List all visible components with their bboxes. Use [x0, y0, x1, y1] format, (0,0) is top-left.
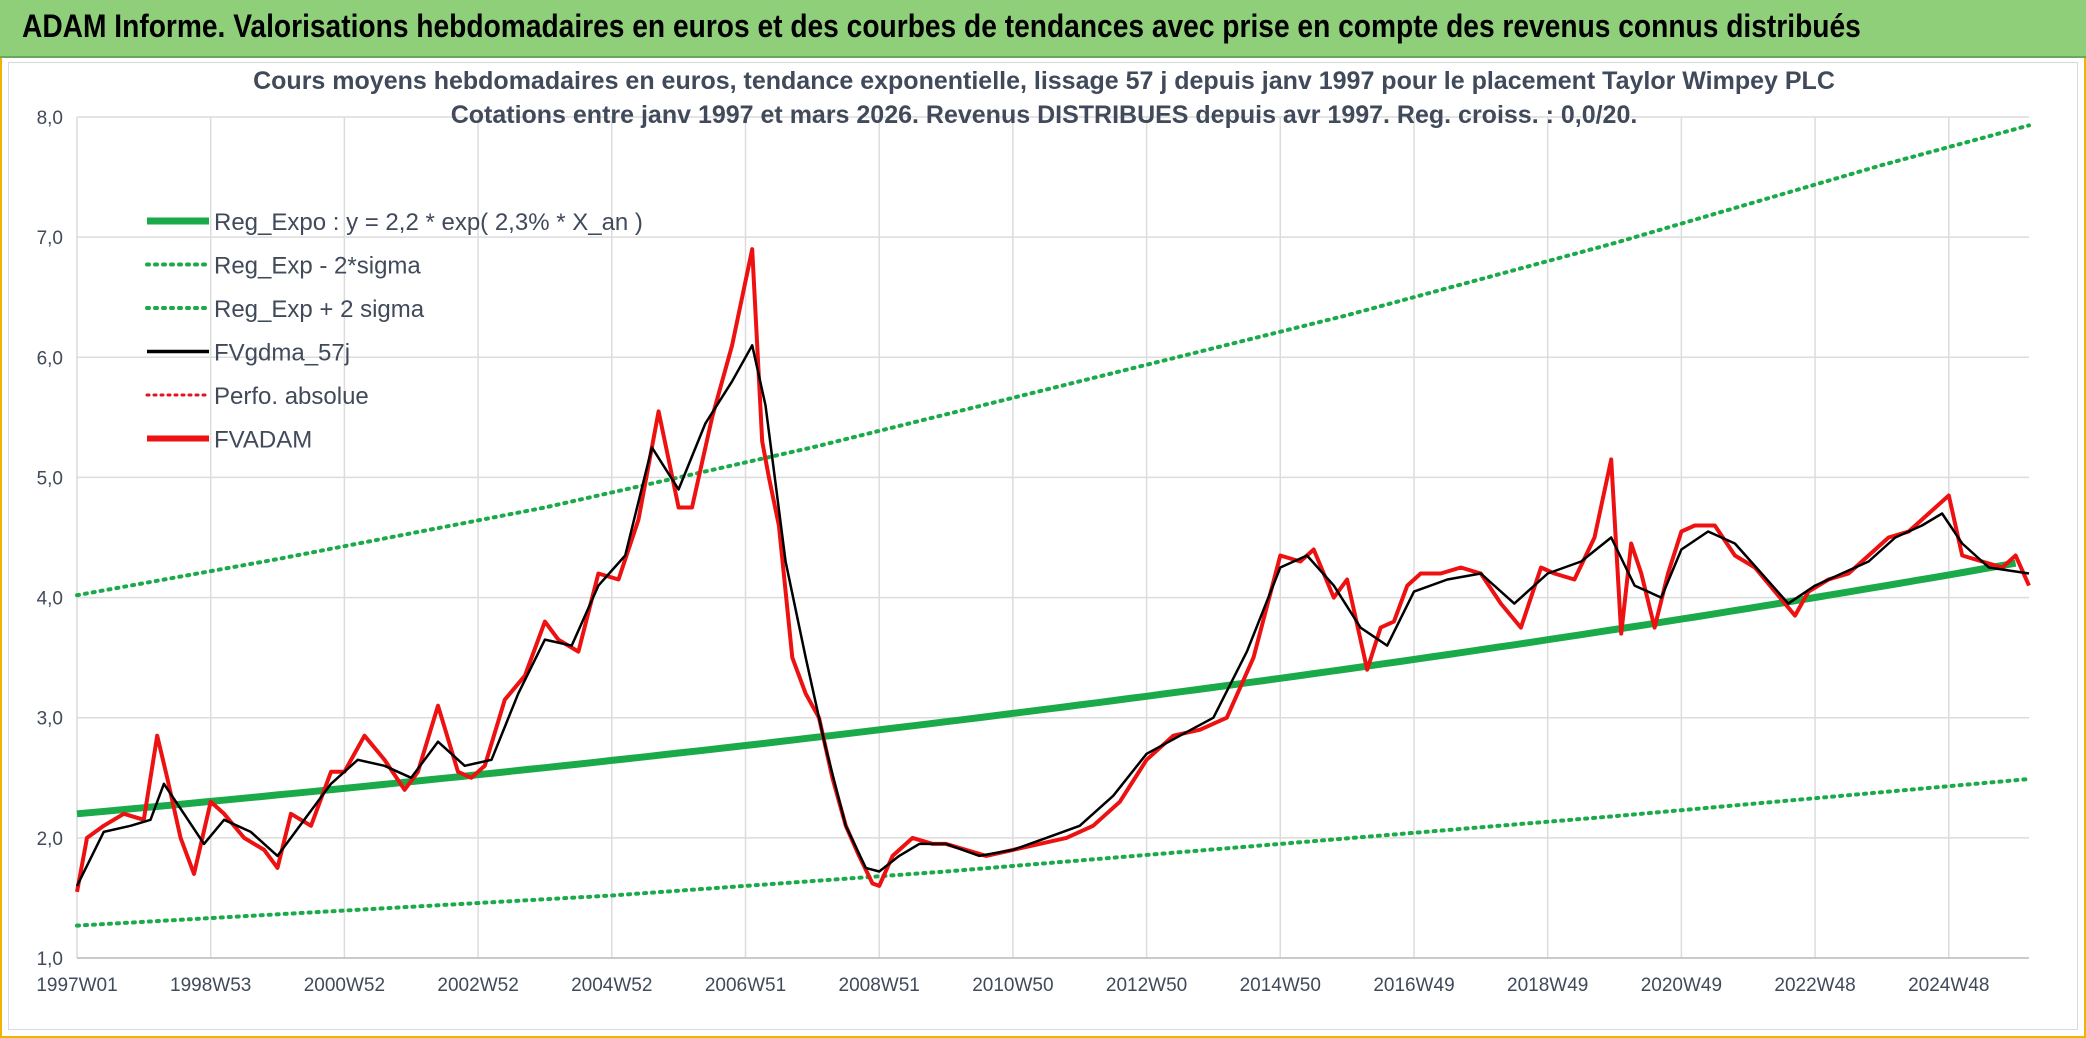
- x-tick-label: 2024W48: [1908, 975, 1989, 996]
- x-tick-label: 2006W51: [705, 975, 786, 996]
- legend-label: FVADAM: [214, 427, 312, 454]
- y-tick-label: 5,0: [37, 468, 63, 489]
- x-tick-label: 2022W48: [1774, 975, 1855, 996]
- x-tick-label: 2004W52: [571, 975, 652, 996]
- y-tick-label: 3,0: [37, 709, 63, 730]
- x-tick-label: 2008W51: [839, 975, 920, 996]
- x-tick-label: 2018W49: [1507, 975, 1588, 996]
- y-tick-label: 2,0: [37, 829, 63, 850]
- x-tick-label: 2016W49: [1373, 975, 1454, 996]
- legend-label: Perfo. absolue: [214, 383, 369, 410]
- y-tick-label: 1,0: [37, 949, 63, 970]
- x-tick-label: 2014W50: [1240, 975, 1321, 996]
- report-title: ADAM Informe. Valorisations hebdomadaire…: [22, 8, 1861, 44]
- y-axis-ticks: 1,0 2,0 3,0 4,0 5,0 6,0 7,0 8,0: [37, 108, 63, 970]
- fvgdma-line: [75, 344, 2030, 887]
- sigma-low-line: [75, 777, 2031, 928]
- x-axis-ticks: 1997W01 1998W53 2000W52 2002W52 2004W52 2006W…: [36, 975, 1989, 996]
- chart-title: Cours moyens hebdomadaires en euros, ten…: [253, 67, 1835, 129]
- y-tick-label: 7,0: [37, 228, 63, 249]
- chart-title-line-1: Cours moyens hebdomadaires en euros, ten…: [253, 67, 1835, 95]
- legend-label: Reg_Expo : y = 2,2 * exp( 2,3% * X_an ): [214, 209, 643, 236]
- fvadam-line: [75, 247, 2031, 893]
- legend: Reg_Expo : y = 2,2 * exp( 2,3% * X_an ) R…: [145, 209, 643, 454]
- x-tick-label: 2020W49: [1641, 975, 1722, 996]
- sigma-high-line: [75, 123, 2031, 598]
- chart-title-line-2: Cotations entre janv 1997 et mars 2026. …: [451, 101, 1638, 129]
- gridlines: [76, 116, 2029, 959]
- series-lines: [75, 123, 2031, 928]
- y-tick-label: 6,0: [37, 348, 63, 369]
- legend-label: Reg_Exp + 2 sigma: [214, 296, 425, 323]
- reg-expo-line: [76, 559, 2017, 818]
- trend-chart: Cours moyens hebdomadaires en euros, ten…: [36, 67, 2031, 996]
- legend-label: Reg_Exp - 2*sigma: [214, 253, 421, 280]
- x-tick-label: 2010W50: [972, 975, 1053, 996]
- x-tick-label: 1998W53: [170, 975, 251, 996]
- report-banner: ADAM Informe. Valorisations hebdomadaire…: [0, 0, 2086, 58]
- chart-area: Cours moyens hebdomadaires en euros, ten…: [8, 62, 2078, 1030]
- x-tick-label: 2012W50: [1106, 975, 1187, 996]
- legend-label: FVgdma_57j: [214, 340, 350, 367]
- x-tick-label: 2000W52: [304, 975, 385, 996]
- y-tick-label: 4,0: [37, 589, 63, 610]
- y-tick-label: 8,0: [37, 108, 63, 129]
- x-tick-label: 2002W52: [437, 975, 518, 996]
- x-tick-label: 1997W01: [36, 975, 117, 996]
